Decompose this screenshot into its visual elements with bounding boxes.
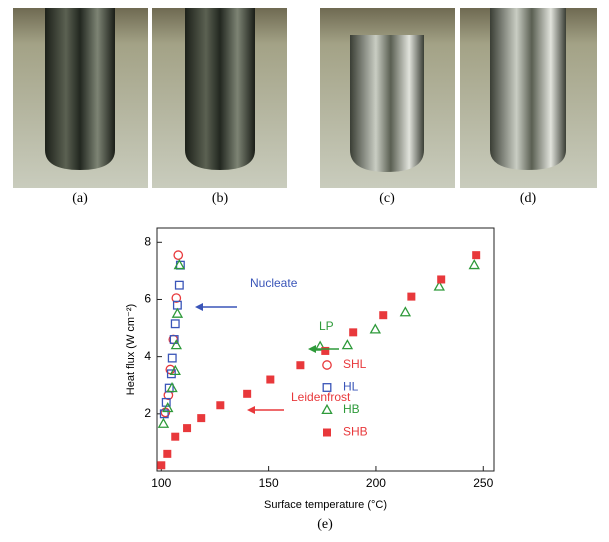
point (401, 308, 410, 316)
panel-label: (c) (379, 191, 395, 206)
point (159, 419, 168, 427)
point (243, 390, 251, 398)
panel-label: (a) (72, 191, 88, 206)
point (163, 450, 171, 458)
legend-label: SHB (343, 425, 368, 439)
point (197, 414, 205, 422)
y-axis-label: Heat flux (W cm⁻²) (125, 304, 137, 395)
point (322, 405, 331, 413)
point (407, 293, 415, 301)
y-tick-label: 6 (144, 292, 151, 306)
y-tick-label: 4 (144, 349, 151, 363)
legend-label: HB (343, 402, 360, 416)
point (174, 251, 182, 259)
x-tick-label: 150 (259, 476, 279, 490)
photos (13, 8, 597, 188)
point (176, 281, 184, 289)
legend-label: SHL (343, 357, 367, 371)
point (437, 275, 445, 283)
x-tick-label: 200 (366, 476, 386, 490)
point (371, 325, 380, 333)
annotation: Leidenfrost (291, 390, 351, 404)
y-tick-label: 2 (144, 406, 151, 420)
point (296, 361, 304, 369)
arrow-head (247, 406, 255, 414)
point (183, 424, 191, 432)
annotation: Nucleate (250, 276, 298, 290)
arrow-head (308, 345, 316, 353)
point (323, 361, 331, 369)
annotation: LP (319, 319, 334, 333)
point (173, 309, 182, 317)
point (266, 376, 274, 384)
point (321, 347, 329, 355)
figure: (a) (b) (c) (d) (e) 100 150 200 250 2 4 6 8 Surface t… (0, 0, 609, 537)
point (216, 401, 224, 409)
panel-label: (b) (212, 191, 229, 206)
x-tick-label: 100 (151, 476, 171, 490)
panel-label: (e) (317, 517, 333, 532)
point (171, 433, 179, 441)
point (343, 340, 352, 348)
point (472, 251, 480, 259)
y-tick-label: 8 (144, 234, 151, 248)
point (168, 354, 176, 362)
panel-label: (d) (520, 191, 537, 206)
x-axis-label: Surface temperature (°C) (264, 499, 387, 511)
x-tick-label: 250 (473, 476, 493, 490)
arrow-head (195, 303, 203, 311)
point (157, 461, 165, 469)
point (470, 260, 479, 268)
point (323, 429, 331, 437)
point (172, 340, 181, 348)
point (349, 328, 357, 336)
point (379, 311, 387, 319)
point (171, 320, 179, 328)
